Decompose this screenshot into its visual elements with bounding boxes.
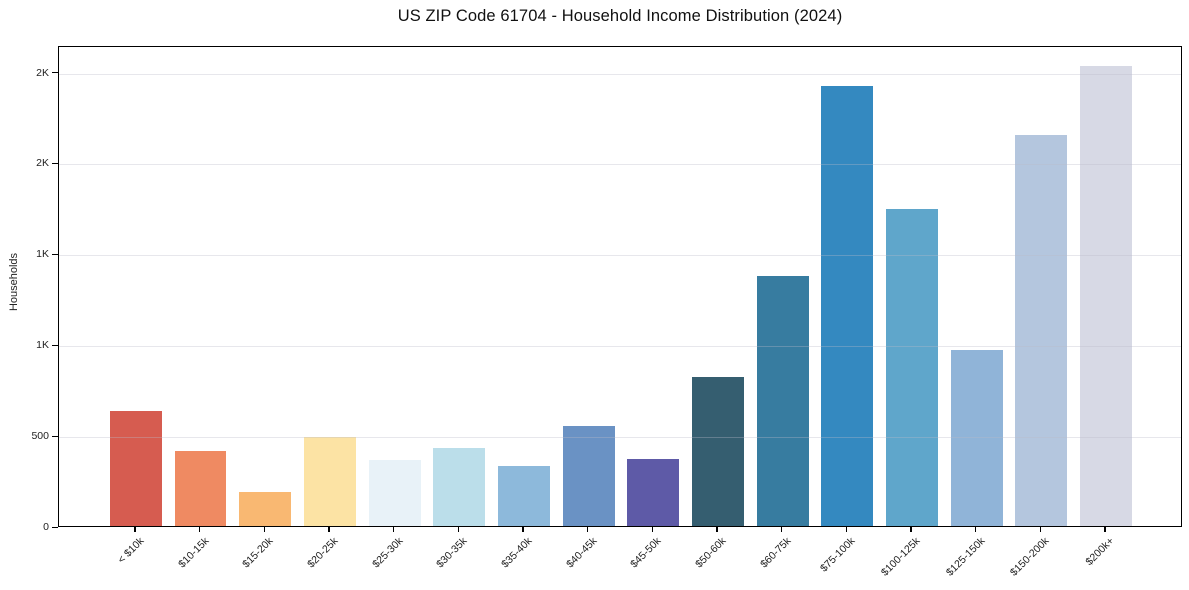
x-tick-label-12: $100-125k (878, 535, 923, 579)
x-tick-label-13: $125-150k (943, 535, 988, 579)
x-tick-label-10: $60-75k (757, 535, 794, 571)
bar-$125-150k (950, 349, 1003, 526)
x-tick-label-3: $20-25k (305, 535, 341, 571)
y-tick-mark (52, 162, 58, 165)
x-tick-mark (587, 527, 589, 532)
x-tick-mark (198, 527, 201, 532)
x-tick-mark (328, 527, 330, 532)
x-tick-label-7: $40-45k (563, 535, 600, 571)
x-tick-label-1: $10-15k (175, 535, 212, 571)
bar-$20-25k (304, 436, 356, 526)
y-tick-mark (52, 72, 58, 74)
bar-$30-35k (433, 447, 486, 526)
bar-$35-40k (498, 466, 550, 526)
bar-$10-15k (174, 451, 227, 526)
x-tick-mark (1104, 527, 1106, 532)
x-tick-label-14: $150-200k (1008, 535, 1052, 579)
plot-area (58, 46, 1182, 527)
y-tick-mark (52, 344, 58, 346)
x-tick-label-9: $50-60k (693, 535, 729, 571)
x-tick-label-8: $45-50k (628, 535, 664, 571)
x-tick-mark (522, 527, 524, 532)
gridline-1K (59, 346, 1181, 348)
bar-$100-125k (886, 208, 938, 526)
bar-$25-30k (368, 459, 421, 526)
bar-$60-75k (756, 276, 809, 526)
x-tick-mark (716, 527, 718, 532)
x-tick-mark (134, 527, 136, 532)
y-tick-mark (52, 253, 58, 256)
y-tick-label: 1K (36, 339, 49, 352)
bar-$40-45k (562, 426, 615, 526)
x-tick-mark (910, 527, 912, 532)
bar-$150-200k (1015, 135, 1068, 526)
x-tick-label-0: < $10k (115, 535, 147, 566)
y-tick-label: 500 (31, 430, 49, 443)
y-tick-mark (52, 435, 58, 437)
x-tick-mark (457, 527, 459, 532)
gridline-1K (59, 255, 1181, 257)
gridline-2K (59, 164, 1181, 166)
gridline-500 (59, 437, 1181, 439)
chart-title: US ZIP Code 61704 - Household Income Dis… (397, 7, 843, 25)
x-tick-label-11: $75-100k (818, 535, 858, 575)
x-tick-label-15: $200k+ (1083, 535, 1117, 569)
x-tick-mark (1039, 527, 1041, 532)
y-tick-label: 2K (36, 157, 49, 170)
bar-$50-60k (692, 376, 744, 526)
x-tick-mark (263, 527, 265, 532)
bar-$15-20k (239, 492, 292, 526)
y-tick-label: 2K (36, 66, 49, 79)
x-tick-mark (781, 527, 783, 532)
x-tick-mark (975, 527, 977, 532)
x-tick-mark (392, 527, 395, 532)
x-tick-label-5: $30-35k (434, 535, 470, 571)
gridline-2K (59, 73, 1181, 75)
x-tick-label-4: $25-30k (369, 535, 406, 571)
bar-$200k+ (1080, 66, 1132, 526)
bar-$45-50k (627, 458, 680, 526)
x-tick-label-6: $35-40k (499, 535, 535, 571)
y-tick-mark (52, 526, 58, 528)
x-tick-label-2: $15-20k (240, 535, 276, 571)
x-tick-mark (651, 527, 653, 532)
y-tick-label: 0 (43, 521, 49, 533)
y-tick-label: 1K (36, 248, 49, 261)
bar-$75-100k (821, 86, 874, 526)
x-tick-mark (845, 527, 847, 532)
bar-< $10k (110, 411, 162, 526)
